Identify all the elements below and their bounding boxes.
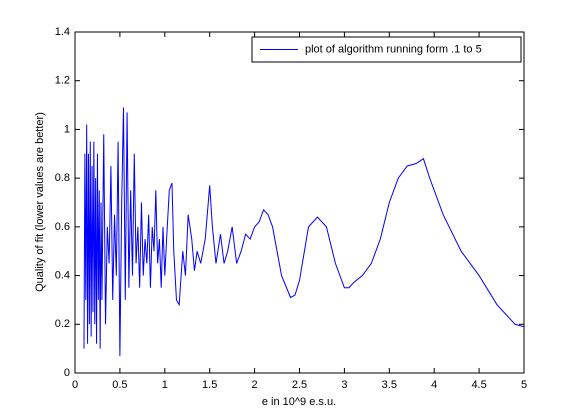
data-line: [83, 107, 525, 356]
x-tick-label: 1.5: [202, 379, 217, 391]
x-tick-label: 3.5: [382, 379, 397, 391]
y-tick-label: 1: [64, 123, 70, 135]
x-tick-label: 4: [431, 379, 437, 391]
y-axis-label: Quality of fit (lower values are better): [34, 112, 46, 292]
plot-area: [74, 31, 525, 374]
y-tick-label: 0.2: [55, 318, 70, 330]
y-tick-label: 0.4: [55, 269, 70, 281]
x-tick-label: 1: [162, 379, 168, 391]
x-axis-label: e in 10^9 e.s.u.: [262, 396, 336, 408]
x-tick-label: 2: [252, 379, 258, 391]
y-tick-label: 1.4: [55, 26, 70, 38]
y-tick-label: 0.8: [55, 172, 70, 184]
x-tick-label: 2.5: [292, 379, 307, 391]
x-tick-label: 0.5: [112, 379, 127, 391]
x-tick-label: 3: [341, 379, 347, 391]
x-tick-label: 0: [72, 379, 78, 391]
legend-label: plot of algorithm running form .1 to 5: [305, 43, 482, 55]
y-tick-label: 1.2: [55, 75, 70, 87]
x-tick-label: 4.5: [471, 379, 486, 391]
x-tick-label: 5: [521, 379, 527, 391]
y-tick-label: 0: [64, 367, 70, 379]
y-tick-label: 0.6: [55, 221, 70, 233]
